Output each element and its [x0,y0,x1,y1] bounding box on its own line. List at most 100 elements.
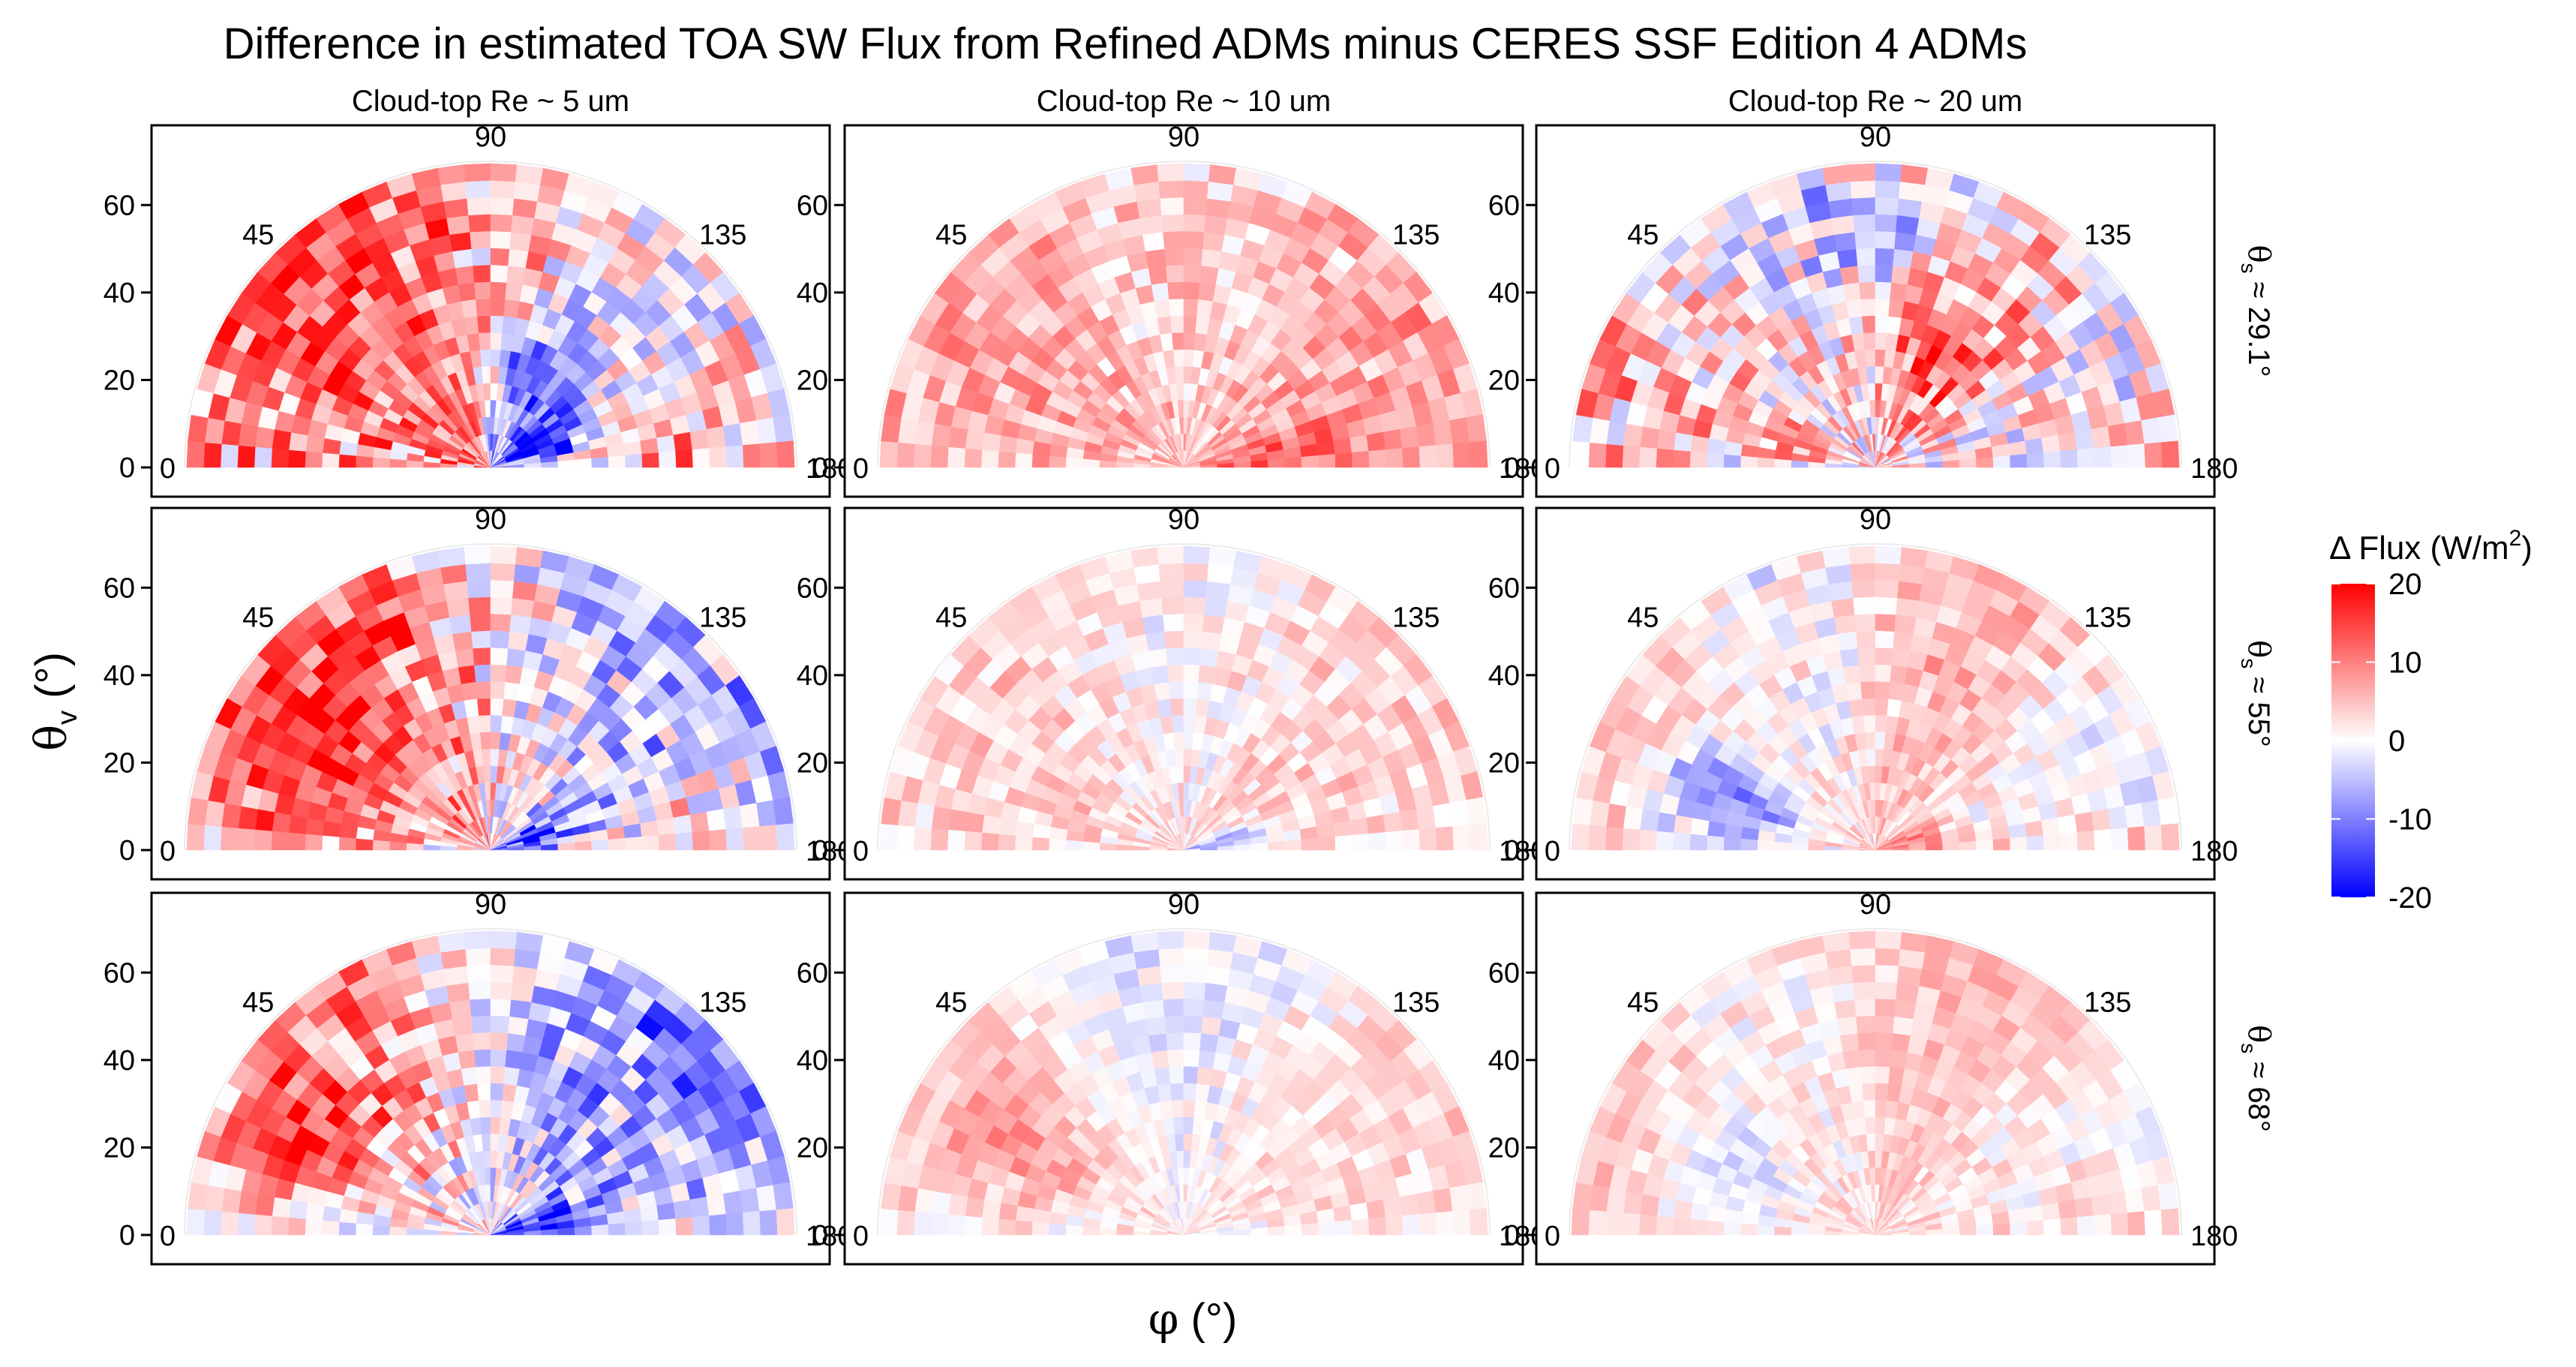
heat-cell [490,680,506,699]
heat-cell [490,298,506,317]
heat-cell [1825,181,1852,202]
heat-cell [355,837,374,851]
heat-cell [658,451,677,468]
phi-tick-label: 90 [1860,122,1891,153]
heat-cell [474,1049,491,1068]
heat-cell [1875,732,1887,750]
heat-cell [1160,197,1184,216]
theta-tick-label: 60 [797,190,828,221]
heat-cell [490,613,512,632]
heat-cell [1031,836,1049,851]
heat-cell [1250,459,1268,468]
heat-cell [1673,814,1693,834]
phi-tick-label: 135 [699,602,746,633]
heat-cell [1183,545,1211,565]
heat-cell [1864,349,1876,367]
heat-cell [1589,417,1610,444]
heat-cell [338,1221,356,1236]
heat-cell [2127,826,2146,851]
heat-cell [1656,811,1677,833]
x-axis-label: φ (°) [1148,1293,1238,1344]
theta-tick-label: 20 [1488,365,1520,396]
heat-cell [237,1212,256,1236]
heat-cell [1154,299,1171,318]
heat-cell [272,428,292,450]
heat-cell [490,981,513,1000]
heat-cell [1757,839,1775,851]
heat-cell [305,834,323,851]
heat-cell [947,829,965,851]
heat-cell [1992,455,2011,468]
heat-cell [1174,365,1184,384]
phi-tick-label: 45 [1627,219,1659,251]
heat-cell [490,732,502,750]
heat-cell [2124,420,2145,446]
heat-cell [1065,1224,1083,1236]
heat-cell [1151,665,1169,684]
heat-cell [1942,842,1960,851]
heat-cell [1183,714,1196,733]
heat-cell [2010,836,2028,851]
heat-cell [1899,181,1926,202]
heat-cell [1833,614,1857,635]
cell-layer [879,163,1488,468]
heat-cell [506,1032,527,1053]
heat-cell [1208,164,1237,185]
heat-cell [1875,230,1896,249]
heat-cell [1875,630,1895,649]
heat-cell [656,1202,676,1221]
heat-cell [464,545,491,565]
heat-cell [1166,647,1184,665]
heat-cell [271,831,290,851]
phi-tick-label: 90 [1860,504,1891,536]
heat-cell [254,446,272,468]
heat-cell [287,832,306,851]
heat-cell [1622,445,1641,468]
heat-cell [237,828,256,851]
heat-cell [490,1049,507,1068]
heat-cell [625,453,643,468]
heat-cell [2110,828,2129,851]
heat-cell [490,714,503,733]
heat-cell [759,825,778,851]
heat-cell [490,315,505,333]
heat-cell [1172,732,1184,750]
heat-cell [1366,814,1386,834]
heat-cell [1160,579,1184,599]
heat-cell [1942,459,1960,468]
heat-cell [1836,631,1858,651]
theta-tick-label: 0 [1504,835,1520,867]
heat-cell [1875,248,1895,266]
heat-cell [1435,443,1455,468]
heat-cell [1351,451,1370,468]
heat-cell [1723,453,1741,468]
heat-cell [2026,835,2045,851]
heat-cell [478,1099,491,1118]
heat-cell [1171,332,1184,350]
heat-cell [2041,817,2061,836]
row-label-subscript: s [2237,658,2260,668]
heat-cell [591,1224,609,1236]
heat-cell [471,248,491,266]
heat-cell [1163,613,1184,632]
heat-cell [640,820,659,837]
heat-cell [1204,215,1228,236]
phi-tick-label: 135 [1392,219,1440,251]
heat-cell [1205,197,1231,218]
heat-cell [490,948,516,966]
heat-cell [776,1208,795,1236]
heat-cell [725,828,744,851]
heat-cell [1151,282,1169,302]
heat-cell [188,1182,209,1211]
heat-cell [1689,451,1708,468]
heat-cell [1207,563,1234,584]
heat-cell [692,448,710,468]
heat-cell [640,437,659,455]
heat-cell [1333,820,1353,837]
heat-cell [706,425,727,449]
heat-cell [1605,420,1626,446]
heat-cell [2060,449,2079,468]
heat-cell [1205,580,1231,601]
chart-title: Difference in estimated TOA SW Flux from… [224,20,2028,68]
